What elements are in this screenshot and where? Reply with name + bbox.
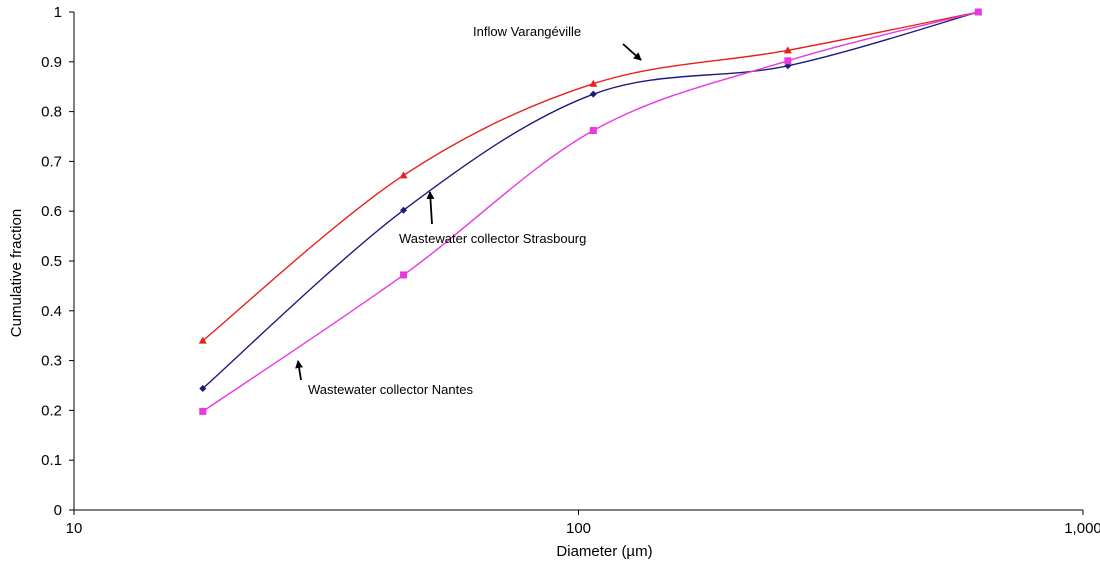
series-line-varangeville bbox=[202, 11, 979, 342]
data-point-nantes bbox=[199, 407, 207, 415]
series-line-strasbourg bbox=[202, 11, 979, 390]
annotation-nantes: Wastewater collector Nantes bbox=[308, 382, 473, 397]
data-point-strasbourg bbox=[199, 384, 207, 392]
y-tick-label: 0.2 bbox=[41, 402, 62, 419]
annotation-layer: Inflow Varangéville Wastewater collector … bbox=[295, 24, 642, 397]
annotation-nantes-arrow bbox=[295, 360, 304, 381]
y-tick-label: 0.4 bbox=[41, 303, 62, 320]
data-point-varangeville bbox=[399, 171, 408, 179]
data-point-strasbourg bbox=[784, 62, 792, 70]
x-tick-label: 1,000 bbox=[1064, 520, 1100, 537]
x-tick-label: 100 bbox=[566, 520, 591, 537]
y-tick-label: 1 bbox=[54, 4, 62, 21]
y-tick-label: 0.8 bbox=[41, 104, 62, 121]
data-point-strasbourg bbox=[589, 90, 597, 98]
y-tick-label: 0.5 bbox=[41, 253, 62, 270]
series-strasbourg bbox=[199, 8, 982, 392]
y-tick-label: 0.1 bbox=[41, 452, 62, 469]
data-point-varangeville bbox=[589, 79, 598, 87]
series-layer bbox=[198, 8, 983, 415]
x-axis-title: Diameter (µm) bbox=[556, 543, 652, 560]
annotation-strasbourg: Wastewater collector Strasbourg bbox=[399, 231, 586, 246]
series-varangeville bbox=[198, 8, 983, 344]
annotation-varangeville-arrow bbox=[622, 43, 642, 61]
data-point-nantes bbox=[589, 127, 597, 135]
x-tick-label: 10 bbox=[66, 520, 83, 537]
y-axis: 0 0.1 0.2 0.3 0.4 0.5 0.6 0.7 0.8 0.9 1 bbox=[41, 4, 75, 519]
y-axis-title: Cumulative fraction bbox=[8, 209, 25, 337]
y-tick-label: 0.6 bbox=[41, 203, 62, 220]
y-tick-label: 0.7 bbox=[41, 153, 62, 170]
data-point-nantes bbox=[784, 57, 792, 65]
annotation-strasbourg-arrow bbox=[426, 191, 435, 225]
annotation-varangeville: Inflow Varangéville bbox=[473, 24, 581, 39]
data-point-nantes bbox=[400, 271, 408, 279]
data-point-varangeville bbox=[198, 336, 207, 344]
series-line-nantes bbox=[202, 11, 979, 412]
x-axis: 10 100 1,000 bbox=[66, 509, 1100, 537]
data-point-strasbourg bbox=[400, 206, 408, 214]
y-tick-label: 0 bbox=[54, 502, 62, 519]
series-nantes bbox=[199, 8, 982, 415]
data-point-varangeville bbox=[783, 46, 792, 54]
y-tick-label: 0.9 bbox=[41, 54, 62, 71]
y-tick-label: 0.3 bbox=[41, 353, 62, 370]
data-point-nantes bbox=[974, 8, 982, 16]
